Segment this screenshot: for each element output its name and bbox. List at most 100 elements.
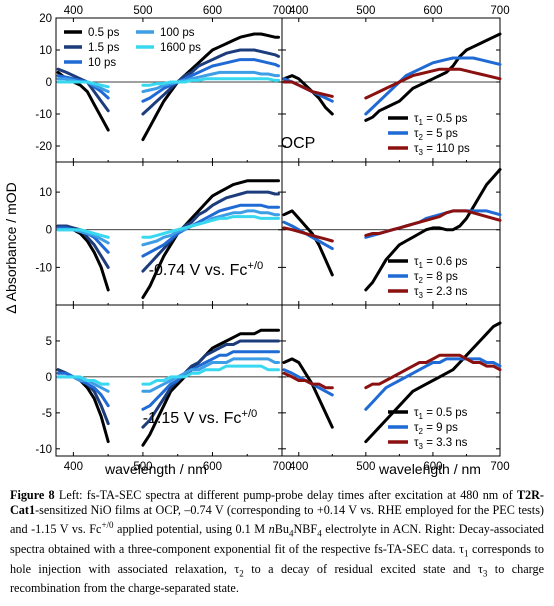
y-tick-label: 10 [39, 45, 52, 57]
series-line [141, 339, 280, 429]
series-line [364, 56, 502, 116]
caption-tau-sub-2: 2 [239, 568, 244, 579]
caption-text-7: to charge recombination from the charge-… [10, 561, 544, 596]
y-axis-label: Δ Absorbance / mOD [3, 182, 19, 314]
series-line [141, 215, 280, 239]
x-tick-label-top: 600 [203, 5, 222, 17]
series-line [141, 32, 280, 142]
caption-text-4: electrolyte in ACN. Right: Decay-associa… [10, 522, 544, 557]
series-line [141, 209, 280, 247]
y-tick-label: 10 [39, 187, 52, 199]
series-line [364, 209, 502, 237]
caption-salt-3: NBF [293, 522, 318, 537]
series-line [364, 168, 502, 292]
legend-entry: 1.5 ps [88, 42, 120, 54]
condition-label: -0.74 V vs. Fc+/0 [149, 260, 264, 279]
caption-salt-sub-1: 4 [288, 528, 294, 539]
x-tick-label: 700 [490, 461, 509, 473]
x-tick-label-top: 400 [289, 5, 308, 17]
y-tick-label: 0 [46, 77, 52, 89]
panel-top-left: 400 500 600 700 -20 -10 0 10 20 0.5 ps 1.5 ps 10 ps… [35, 5, 292, 163]
caption-sup-1: +/0 [101, 520, 114, 531]
panel-middle-left: -10 0 10 [35, 161, 283, 306]
caption-text-3: applied potential, using 0.1 M [113, 522, 269, 537]
series-line [56, 371, 110, 408]
series-line [282, 209, 334, 277]
series-line [141, 58, 280, 103]
figure-caption: Figure 8 Left: fs-TA-SEC spectra at diff… [10, 488, 544, 597]
series-line [141, 328, 280, 447]
legend-entry: 1600 ps [160, 42, 201, 54]
x-tick-label: 400 [289, 461, 308, 473]
legend-entry: τ2 = 9 ps [414, 422, 458, 436]
legend-entry: 10 ps [88, 57, 116, 69]
series-line [282, 371, 334, 390]
x-tick-label: 600 [203, 461, 222, 473]
x-tick-label: 500 [356, 461, 375, 473]
legend-entry: τ1 = 0.5 ps [414, 113, 468, 127]
caption-text-1: Left: fs-TA-SEC spectra at different pum… [54, 488, 517, 502]
x-tick-label: 400 [64, 461, 83, 473]
series-line [141, 350, 280, 411]
legend-entry: τ2 = 5 ps [414, 128, 458, 142]
series-line [141, 357, 280, 393]
y-tick-label: -5 [42, 408, 52, 420]
y-tick-label: -20 [35, 141, 52, 153]
panel-frame [281, 304, 501, 457]
y-tick-label: -10 [35, 262, 52, 274]
series-line [56, 80, 110, 89]
x-tick-label: 700 [272, 461, 291, 473]
caption-text-5: corresponds to hole injection with assoc… [10, 542, 544, 576]
x-axis-label-left: wavelength / nm [104, 461, 207, 477]
caption-compound: T2R-Cat1 [10, 488, 544, 518]
series-line [141, 364, 280, 386]
legend-entry: 100 ps [160, 27, 195, 39]
x-tick-label: 500 [133, 461, 152, 473]
legend-entry: τ3 = 2.3 ns [414, 286, 468, 300]
caption-salt-2: Bu [274, 522, 289, 537]
condition-label: OCP [281, 135, 316, 152]
caption-text-6: to a decay of residual excited state and… [243, 561, 483, 576]
series-line [282, 80, 334, 98]
y-tick-label: 0 [46, 225, 52, 237]
y-tick-label: 20 [39, 13, 52, 25]
legend-entry: τ3 = 110 ps [414, 143, 470, 157]
y-tick-label: -10 [35, 109, 52, 121]
x-tick-label-top: 500 [356, 5, 375, 17]
x-tick-label-top: 700 [272, 5, 291, 17]
series-line [364, 353, 502, 390]
x-tick-label-top: 500 [133, 5, 152, 17]
series-line [364, 321, 502, 444]
y-tick-label: 5 [46, 336, 52, 348]
legend-entry: τ3 = 3.3 ns [414, 437, 468, 451]
x-tick-label-top: 400 [64, 5, 83, 17]
caption-salt-sub-2: 4 [317, 528, 322, 539]
x-tick-label-top: 600 [423, 5, 442, 17]
series-line [364, 357, 502, 411]
series-line [141, 203, 280, 258]
series-line [141, 70, 280, 94]
caption-tau-sub-3: 3 [482, 568, 488, 579]
legend-entry: τ2 = 8 ps [414, 271, 458, 285]
caption-text-2: -sensitized NiO films at OCP, –0.74 V (c… [10, 503, 544, 537]
caption-lead: Figure 8 [10, 488, 55, 502]
series-line [56, 375, 110, 386]
series-line [56, 228, 110, 239]
condition-label: -1.15 V vs. Fc+/0 [143, 408, 258, 427]
y-tick-label: 0 [46, 372, 52, 384]
legend-entry: τ1 = 0.5 ps [414, 407, 468, 421]
legend-entry: τ1 = 0.6 ps [414, 256, 468, 270]
x-tick-label-top: 700 [490, 5, 509, 17]
x-axis-label-right: wavelength / nm [378, 461, 481, 477]
panel-frame [281, 161, 501, 306]
series-line [141, 190, 280, 273]
y-tick-label: -10 [35, 444, 52, 456]
series-line [141, 179, 280, 299]
panel-bottom-left: 400 500 600 700 -10 -5 0 5 [35, 304, 292, 473]
x-tick-label: 600 [423, 461, 442, 473]
legend-entry: 0.5 ps [88, 27, 120, 39]
series-line [282, 226, 334, 243]
